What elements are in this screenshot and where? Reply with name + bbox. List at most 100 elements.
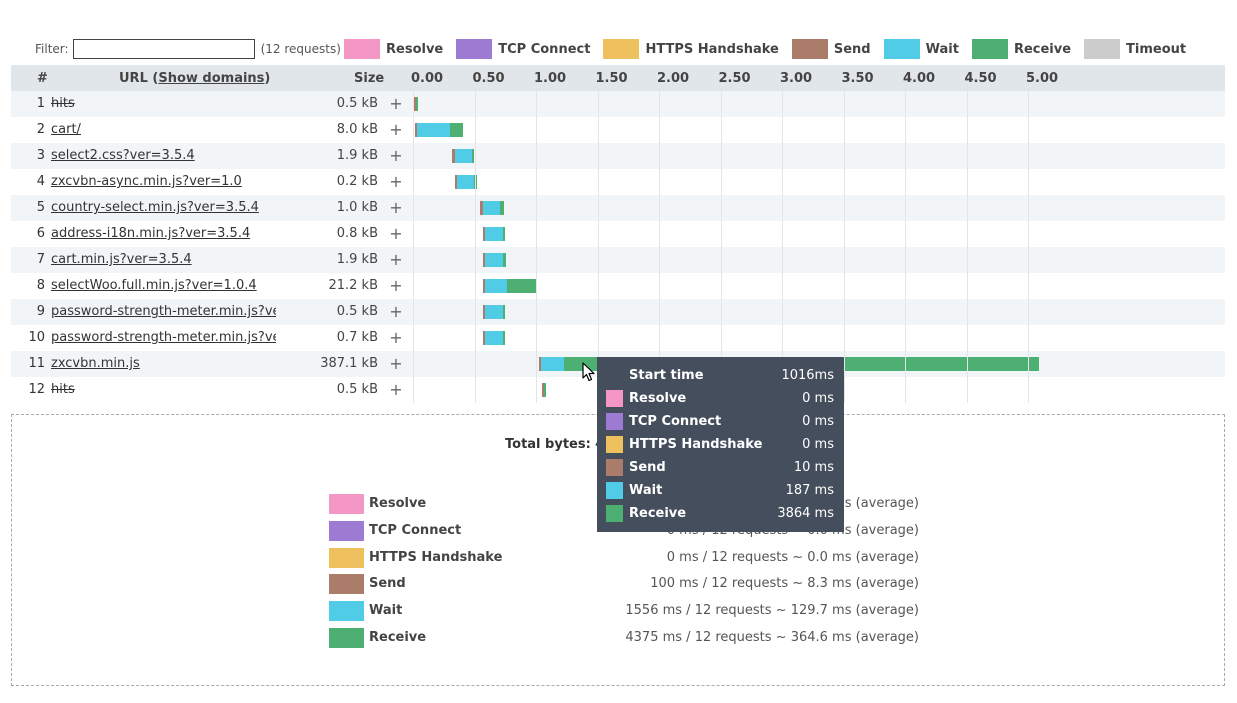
tooltip-value: 0 ms [802,414,834,429]
summary-label: Send [369,576,406,592]
request-url-link[interactable]: zxcvbn.min.js [51,356,140,371]
summary-swatch [329,520,364,541]
timing-bar-send[interactable] [482,279,486,293]
table-row[interactable]: 5 country-select.min.js?ver=3.5.4 1.0 kB + [11,195,1225,221]
request-url-link[interactable]: password-strength-meter.min.js?ver... [51,330,276,345]
timing-bar-wait[interactable] [457,175,475,189]
timing-bar-wait[interactable] [417,123,451,137]
legend-label: Receive [1013,41,1072,57]
timing-bar-wait[interactable] [485,279,508,293]
show-domains-link[interactable]: Show domains [158,71,265,86]
gridline [413,91,414,403]
tooltip-label: Receive [629,506,687,521]
num-column-header[interactable]: # [37,71,48,86]
request-url-link[interactable]: hits [51,96,75,111]
summary-row-https: HTTPS Handshake 0 ms / 12 requests ~ 0.0 … [329,547,919,570]
timing-bar-receive[interactable] [450,123,463,137]
expand-plus-icon[interactable]: + [389,94,403,113]
timing-bar-send[interactable] [454,175,458,189]
expand-plus-icon[interactable]: + [389,120,403,139]
request-url-link[interactable]: cart/ [51,122,81,137]
timing-bar-receive[interactable] [507,279,536,293]
tooltip-swatch [606,390,623,407]
table-row[interactable]: 12 hits 0.5 kB + [11,377,1225,403]
request-url-link[interactable]: selectWoo.full.min.js?ver=1.0.4 [51,278,257,293]
timing-bar-wait[interactable] [540,357,564,371]
timing-bar-wait[interactable] [482,201,501,215]
timing-bar-send[interactable] [414,97,416,111]
expand-plus-icon[interactable]: + [389,276,403,295]
filter-label: Filter: [35,42,69,56]
timing-bar-receive[interactable] [502,331,505,345]
gridline [905,91,906,403]
table-row[interactable]: 4 zxcvbn-async.min.js?ver=1.0 0.2 kB + [11,169,1225,195]
timing-bar-wait[interactable] [454,149,472,163]
timing-bar-receive[interactable] [543,383,546,397]
timing-bar-receive[interactable] [500,201,504,215]
tooltip-row-receive: Receive 3864 ms [606,505,834,525]
expand-plus-icon[interactable]: + [389,146,403,165]
expand-plus-icon[interactable]: + [389,198,403,217]
expand-plus-icon[interactable]: + [389,172,403,191]
expand-plus-icon[interactable]: + [389,328,403,347]
timing-bar-send[interactable] [482,227,486,241]
timing-bar-receive[interactable] [471,149,475,163]
request-url-link[interactable]: country-select.min.js?ver=3.5.4 [51,200,259,215]
expand-plus-icon[interactable]: + [389,380,403,399]
request-url-link[interactable]: hits [51,382,75,397]
filter-input[interactable] [72,39,255,59]
table-row[interactable]: 2 cart/8.0 kB + [11,117,1225,143]
expand-plus-icon[interactable]: + [389,250,403,269]
timing-bar-wait[interactable] [485,331,503,345]
table-row[interactable]: 6 address-i18n.min.js?ver=3.5.4 0.8 kB + [11,221,1225,247]
summary-row-receive: Receive 4375 ms / 12 requests ~ 364.6 ms … [329,628,919,650]
timing-bar-send[interactable] [538,357,541,371]
timing-bar-wait[interactable] [485,253,503,267]
gridline [474,91,476,403]
timing-bar-wait[interactable] [485,227,503,241]
tooltip-value: 10 ms [793,460,834,475]
timing-bar-send[interactable] [482,253,486,267]
legend: Resolve TCP Connect HTTPS Handshake Send Wai… [344,39,1199,59]
tooltip-row-send: Send 10 ms [606,459,834,479]
timing-bar-send[interactable] [541,383,544,397]
expand-plus-icon[interactable]: + [389,224,403,243]
summary-value: ms (average) [832,496,919,511]
legend-item-tcp: TCP Connect [456,39,590,59]
summary-label: Wait [369,603,403,619]
timing-bar-receive[interactable] [502,227,505,241]
table-row[interactable]: 8 selectWoo.full.min.js?ver=1.0.4 21.2 kB + [11,273,1225,299]
summary-label: Resolve [369,496,427,511]
timing-bar-receive[interactable] [416,97,418,111]
request-url-link[interactable]: password-strength-meter.min.js?ver... [51,304,276,319]
request-url-link[interactable]: cart.min.js?ver=3.5.4 [51,252,192,267]
timing-bar-send[interactable] [482,331,486,345]
request-size: 0.7 kB [336,330,378,345]
request-url-link[interactable]: zxcvbn-async.min.js?ver=1.0 [51,174,242,189]
request-url-link[interactable]: address-i18n.min.js?ver=3.5.4 [51,226,251,241]
table-row[interactable]: 1 hits 0.5 kB + [11,91,1225,117]
url-column-header[interactable]: URL (Show domains) [119,71,271,86]
timing-bar-receive[interactable] [502,305,505,319]
tooltip-value: 0 ms [802,437,834,452]
table-row[interactable]: 3 select2.css?ver=3.5.4 1.9 kB + [11,143,1225,169]
row-number: 5 [36,200,45,215]
expand-plus-icon[interactable]: + [389,354,403,373]
size-column-header[interactable]: Size [354,71,385,86]
expand-plus-icon[interactable]: + [389,302,403,321]
row-number: 2 [36,122,45,137]
request-url-link[interactable]: select2.css?ver=3.5.4 [51,148,195,163]
legend-item-receive: Receive [971,39,1072,59]
timing-bar-send[interactable] [482,305,486,319]
table-row[interactable]: 10 password-strength-meter.min.js?ver... 0… [11,325,1225,351]
table-row[interactable]: 7 cart.min.js?ver=3.5.4 1.9 kB + [11,247,1225,273]
timing-bar-send[interactable] [452,149,455,163]
gridline [843,91,845,403]
legend-item-wait: Wait [883,39,959,59]
timing-bar-receive[interactable] [502,253,507,267]
timing-bar-send[interactable] [480,201,483,215]
tooltip-row-resolve: Resolve 0 ms [606,390,834,410]
timing-bar-wait[interactable] [485,305,503,319]
table-row[interactable]: 9 password-strength-meter.min.js?ver... 0.… [11,299,1225,325]
timing-bar-send[interactable] [415,123,418,137]
